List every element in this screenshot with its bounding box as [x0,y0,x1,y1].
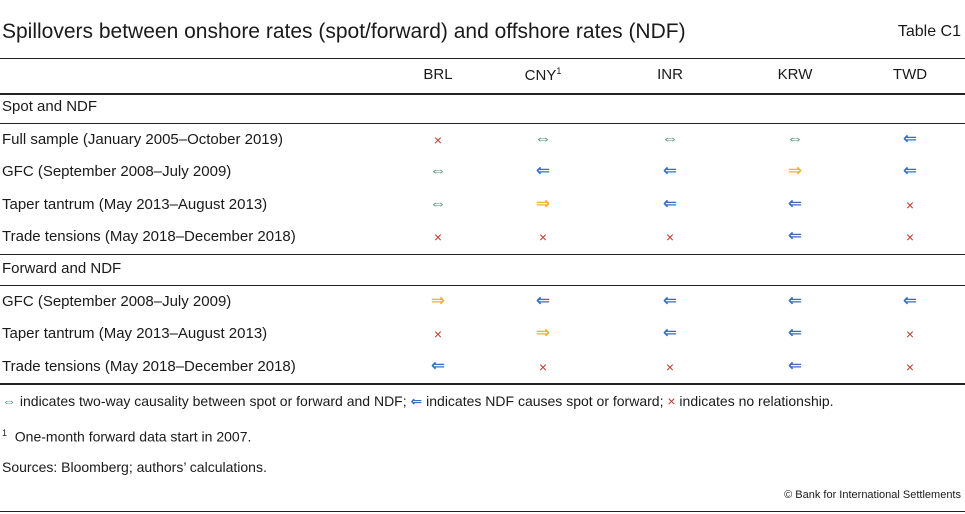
left-arrow-icon: ⇐ [430,355,446,375]
cross-icon: × [433,132,443,148]
legend-left: indicates NDF causes spot or forward; [422,393,668,409]
left-arrow-icon: ⇐ [535,161,551,181]
cross-icon: × [905,358,915,375]
two-way-arrow-icon: ⇔ [534,129,552,148]
section-title: Spot and NDF [2,98,98,115]
cross-icon: × [905,196,915,213]
footnote-mark: 1 [2,428,8,438]
left-arrow-icon: ⇐ [902,129,918,148]
column-header-cny: CNY1 [525,66,562,84]
divider [0,511,965,512]
divider [0,123,965,124]
left-arrow-icon: ⇐ [787,291,803,310]
cross-icon: × [665,358,675,375]
column-header-label: KRW [777,66,813,83]
two-way-arrow-icon: ⇔ [429,161,447,181]
cross-icon: × [433,228,443,245]
column-header-label: INR [657,66,683,83]
left-arrow-icon: ⇐ [787,355,803,375]
footnote-text: One-month forward data start in 2007. [14,428,252,445]
column-header-label: TWD [892,66,928,83]
left-arrow-icon: ⇐ [902,161,918,181]
column-header-twd: TWD [893,66,927,83]
left-arrow-icon: ⇐ [662,291,678,310]
left-arrow-icon: ⇐ [662,323,678,343]
section-title: Forward and NDF [2,260,122,277]
cross-icon: × [667,393,676,409]
footnote: 1 One-month forward data start in 2007. [2,428,251,445]
left-arrow-icon: ⇐ [410,393,423,409]
legend: ⇔ indicates two-way causality between sp… [2,393,834,410]
left-arrow-icon: ⇐ [787,323,803,343]
two-way-arrow-icon: ⇔ [661,129,679,148]
divider [0,285,965,286]
table-number: Table C1 [897,23,961,40]
left-arrow-icon: ⇐ [662,193,678,213]
column-header-brl: BRL [423,66,452,83]
two-way-arrow-icon: ⇔ [786,129,804,148]
divider [0,383,965,385]
legend-none: indicates no relationship. [675,393,834,409]
cross-icon: × [538,358,548,375]
divider [0,93,965,95]
cross-icon: × [665,228,675,245]
cross-icon: × [433,326,443,343]
legend-two-way: indicates two-way causality between spot… [16,393,411,409]
row-label: GFC (September 2008–July 2009) [2,293,232,310]
column-header-label: BRL [423,66,453,83]
cross-icon: × [905,326,915,343]
sources: Sources: Bloomberg; authors’ calculation… [2,459,267,475]
row-label: Taper tantrum (May 2013–August 2013) [2,325,268,343]
row-label: Trade tensions (May 2018–December 2018) [2,227,296,245]
row-label: Trade tensions (May 2018–December 2018) [2,357,296,375]
copyright: © Bank for International Settlements [784,489,961,501]
cross-icon: × [538,228,548,245]
footnote-mark: 1 [556,66,562,76]
left-arrow-icon: ⇐ [902,291,918,310]
two-way-arrow-icon: ⇔ [2,393,16,409]
right-arrow-icon: ⇒ [430,291,446,310]
two-way-arrow-icon: ⇔ [429,193,447,213]
right-arrow-icon: ⇒ [535,193,551,213]
column-header-label: CNY [524,67,557,84]
row-label: Full sample (January 2005–October 2019) [2,131,283,148]
column-header-krw: KRW [778,66,813,83]
left-arrow-icon: ⇐ [662,161,678,181]
table-title: Spillovers between onshore rates (spot/f… [2,20,686,43]
right-arrow-icon: ⇒ [535,323,551,343]
left-arrow-icon: ⇐ [535,291,551,310]
column-header-inr: INR [657,66,683,83]
row-label: Taper tantrum (May 2013–August 2013) [2,195,268,213]
cross-icon: × [905,228,915,245]
divider [0,58,965,59]
left-arrow-icon: ⇐ [787,193,803,213]
divider [0,254,965,255]
left-arrow-icon: ⇐ [787,225,803,245]
row-label: GFC (September 2008–July 2009) [2,163,232,181]
right-arrow-icon: ⇒ [787,161,803,181]
